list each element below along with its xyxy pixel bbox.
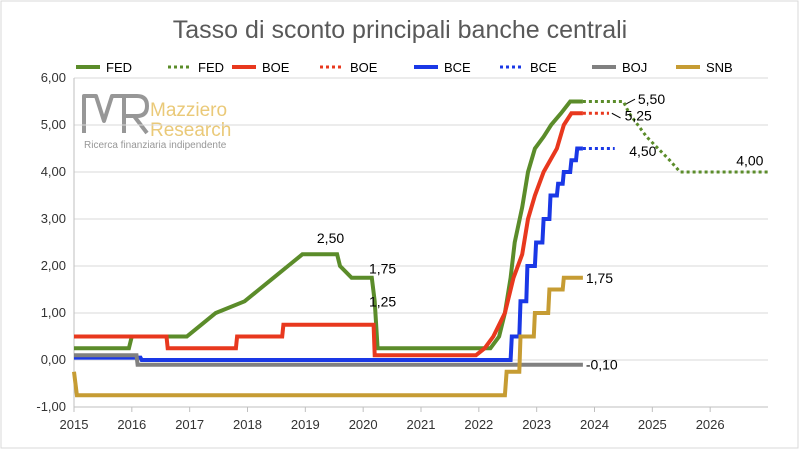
series-line-fed-dotted-1 xyxy=(582,100,768,174)
x-tick-label-9: 2024 xyxy=(580,417,609,432)
watermark-name-line2: Research xyxy=(150,120,231,141)
series-line-bce-solid-4 xyxy=(74,146,583,362)
y-tick-label-3: 2,00 xyxy=(41,258,66,273)
data-label-6: 4,00 xyxy=(736,152,763,168)
y-tick-label-5: 4,00 xyxy=(41,164,66,179)
y-tick-label-4: 3,00 xyxy=(41,211,66,226)
data-label-7: 1,75 xyxy=(586,270,613,286)
watermark-tagline: Ricerca finanziaria indipendente xyxy=(84,140,227,151)
x-tick-label-10: 2025 xyxy=(638,417,667,432)
x-tick-label-6: 2021 xyxy=(407,417,436,432)
data-label-4: 5,25 xyxy=(625,108,652,124)
legend-label-fed-1: FED xyxy=(198,60,224,75)
x-tick-label-2: 2017 xyxy=(175,417,204,432)
x-tick-label-11: 2026 xyxy=(696,417,725,432)
data-label-2: 1,25 xyxy=(369,293,396,309)
y-tick-label-1: 0,00 xyxy=(41,352,66,367)
data-label-0: 2,50 xyxy=(317,230,344,246)
y-tick-label-7: 6,00 xyxy=(41,70,66,85)
legend: FED FED BOE BOE BCE BCE BOJ SNB xyxy=(76,60,733,75)
legend-label-boj-6: BOJ xyxy=(622,60,647,75)
legend-label-bce-5: BCE xyxy=(530,60,557,75)
data-label-8: -0,10 xyxy=(586,357,618,373)
watermark-name-line1: Mazziero xyxy=(150,100,227,121)
series-line-fed-solid-0 xyxy=(74,99,583,351)
legend-label-snb-7: SNB xyxy=(706,60,733,75)
series-line-snb-solid-7 xyxy=(72,275,583,398)
leader-boe-label xyxy=(611,112,621,119)
x-tick-label-7: 2022 xyxy=(464,417,493,432)
chart-title: Tasso di sconto principali banche centra… xyxy=(173,16,627,44)
axes: -1,00 0,00 1,00 2,00 3,00 4,00 5,00 6,00 2015 201… xyxy=(36,70,768,432)
data-label-5: 4,50 xyxy=(629,143,656,159)
x-tick-label-5: 2020 xyxy=(349,417,378,432)
legend-label-bce-4: BCE xyxy=(444,60,471,75)
x-tick-label-3: 2018 xyxy=(233,417,262,432)
x-tick-label-0: 2015 xyxy=(60,417,89,432)
leader-fed-label xyxy=(626,98,636,105)
grid xyxy=(74,77,768,361)
data-label-3: 5,50 xyxy=(638,91,665,107)
legend-label-fed-0: FED xyxy=(106,60,132,75)
legend-label-boe-3: BOE xyxy=(350,60,378,75)
data-label-1: 1,75 xyxy=(369,260,396,276)
series-line-boj-solid-6 xyxy=(74,353,583,367)
legend-label-boe-2: BOE xyxy=(262,60,290,75)
y-tick-label-2: 1,00 xyxy=(41,305,66,320)
x-tick-label-8: 2023 xyxy=(522,417,551,432)
annotations: 2,50 1,75 1,25 5,505,25 4,50 4,00 1,75 -0,10 xyxy=(317,91,764,373)
series-line-boe-solid-2 xyxy=(74,111,583,358)
y-tick-label-6: 5,00 xyxy=(41,117,66,132)
series-layer xyxy=(72,99,768,398)
x-tick-label-4: 2019 xyxy=(291,417,320,432)
y-tick-label-0: -1,00 xyxy=(36,399,66,414)
x-tick-label-1: 2016 xyxy=(117,417,146,432)
